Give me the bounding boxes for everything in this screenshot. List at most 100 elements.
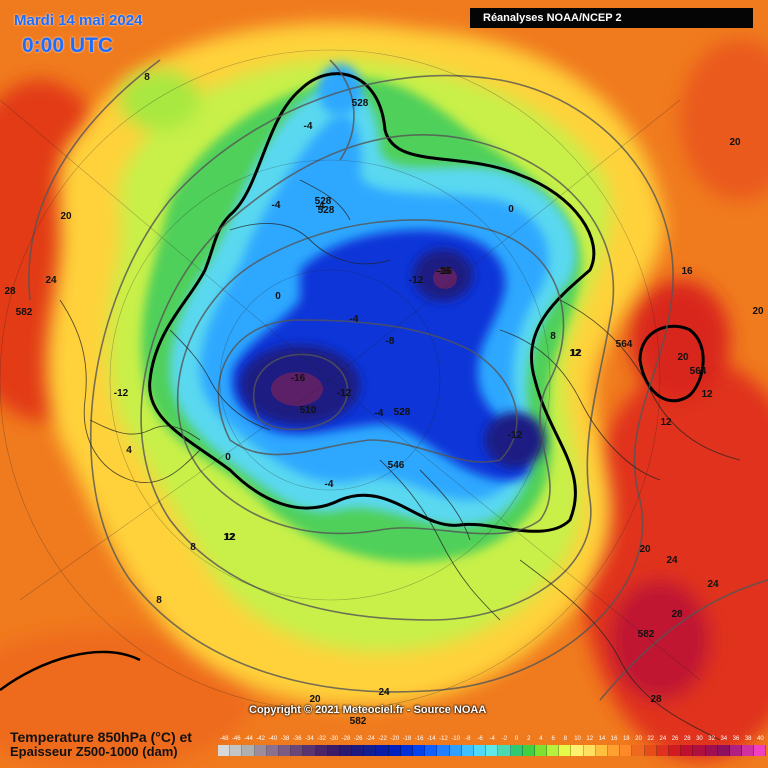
color-scale-step: 10 (571, 734, 584, 756)
color-scale-swatch (449, 745, 462, 756)
temperature-value-label: 28 (650, 694, 662, 705)
color-scale-step: -42 (254, 734, 267, 756)
cold-pocket-west (271, 372, 323, 406)
isotherm-20-east (638, 324, 705, 403)
color-scale-label: 24 (659, 736, 667, 742)
color-scale-swatch (717, 745, 730, 756)
color-scale-label: 0 (514, 736, 519, 742)
color-scale-legend: -48 -46 -44 -42 -40 -38 -36 -34 -32 -30 -28 -26 -24-… (218, 734, 767, 756)
temperature-value-label: 12 (660, 417, 672, 428)
color-scale-step: -28 (339, 734, 353, 756)
color-scale-step: -36 (291, 734, 304, 756)
temperature-value-label: 20 (729, 137, 741, 148)
color-scale-swatch (644, 745, 657, 756)
color-scale-label: -2 (501, 736, 508, 742)
color-scale-step: 18 (620, 734, 633, 756)
thickness-value-label: 510 (300, 405, 317, 416)
color-scale-swatch (278, 745, 292, 756)
color-scale-step: 6 (547, 734, 560, 756)
color-scale-swatch (534, 745, 548, 756)
color-scale-step: 12 (583, 734, 596, 756)
thickness-value-label: 546 (388, 460, 405, 471)
color-scale-label: 34 (720, 736, 728, 742)
color-scale-label: -22 (378, 736, 387, 742)
color-scale-swatch (425, 745, 438, 756)
color-scale-swatch (388, 745, 401, 756)
temperature-value-label: -4 (350, 314, 359, 325)
color-scale-label: -18 (402, 736, 412, 742)
color-scale-step: -24 (364, 734, 377, 756)
color-scale-step: -14 (425, 734, 438, 756)
temperature-value-label: 8 (144, 72, 150, 83)
color-scale-label: 38 (744, 736, 752, 742)
color-scale-label: -30 (329, 736, 339, 742)
color-scale-swatch (498, 745, 511, 756)
color-scale-step: -38 (278, 734, 292, 756)
color-scale-step: -34 (303, 734, 316, 756)
color-scale-swatch (473, 745, 487, 756)
zero-isotherm (148, 72, 596, 533)
color-scale-label: -38 (280, 736, 290, 742)
color-scale-swatch (486, 745, 499, 756)
color-scale-swatch (595, 745, 608, 756)
color-scale-step: -30 (327, 734, 340, 756)
thickness-value-label: 528 (315, 196, 332, 207)
color-scale-swatch (547, 745, 560, 756)
temperature-value-label: 24 (707, 579, 719, 590)
color-scale-step: 40 (754, 734, 767, 756)
color-scale-swatch (230, 745, 243, 756)
color-scale-label: 40 (757, 736, 764, 742)
color-scale-label: -24 (366, 736, 375, 742)
color-scale-swatch (291, 745, 304, 756)
color-scale-swatch (364, 745, 377, 756)
color-scale-label: 16 (610, 736, 618, 742)
temperature-value-label: 4 (126, 445, 132, 456)
copyright-notice: Copyright © 2021 Meteociel.fr - Source N… (249, 704, 487, 716)
color-scale-label: -6 (477, 736, 483, 742)
color-scale-step: -46 (230, 734, 243, 756)
color-scale-swatch (656, 745, 669, 756)
color-scale-swatch (583, 745, 596, 756)
temperature-value-label: -4 (375, 408, 384, 419)
color-scale-step: -32 (315, 734, 328, 756)
color-scale-step: 36 (729, 734, 743, 756)
temperature-value-label: -12 (114, 388, 129, 399)
color-scale-label: 10 (574, 736, 581, 742)
color-scale-step: -6 (473, 734, 487, 756)
thickness-value-label: 528 (318, 205, 335, 216)
thickness-value-label: 564 (616, 339, 633, 350)
temperature-value-label: 12 (569, 348, 581, 359)
color-scale-step: -16 (413, 734, 426, 756)
color-scale-swatch (413, 745, 426, 756)
color-scale-swatch (742, 745, 755, 756)
color-scale-label: -20 (390, 736, 400, 742)
temperature-value-label: -4 (325, 479, 334, 490)
temperature-value-label: -16 (291, 373, 306, 384)
temperature-value-label: 12 (701, 389, 713, 400)
temperature-value-label: -4 (304, 121, 313, 132)
color-scale-label: -14 (426, 736, 436, 742)
color-scale-step: -4 (486, 734, 499, 756)
thickness-value-label: 582 (638, 629, 655, 640)
temperature-value-label: -16 (436, 266, 451, 277)
color-scale-step: -44 (242, 734, 255, 756)
color-scale-label: -46 (231, 736, 241, 742)
color-scale-step: 14 (595, 734, 608, 756)
color-scale-label: 12 (586, 736, 594, 742)
color-scale-label: 2 (527, 736, 531, 742)
color-scale-swatch (376, 745, 389, 756)
color-scale-label: 18 (622, 736, 630, 742)
legend-title-temperature: Temperature 850hPa (°C) et (10, 729, 192, 745)
temperature-value-label: 0 (225, 452, 231, 463)
color-scale-step: -2 (498, 734, 511, 756)
thickness-contours (28, 59, 768, 701)
thickness-value-label: 564 (690, 366, 707, 377)
time-title: 0:00 UTC (22, 34, 114, 57)
temperature-value-label: 12 (223, 532, 235, 543)
color-scale-label: -48 (219, 736, 229, 742)
color-scale-step: 24 (656, 734, 669, 756)
color-scale-swatch (681, 745, 694, 756)
